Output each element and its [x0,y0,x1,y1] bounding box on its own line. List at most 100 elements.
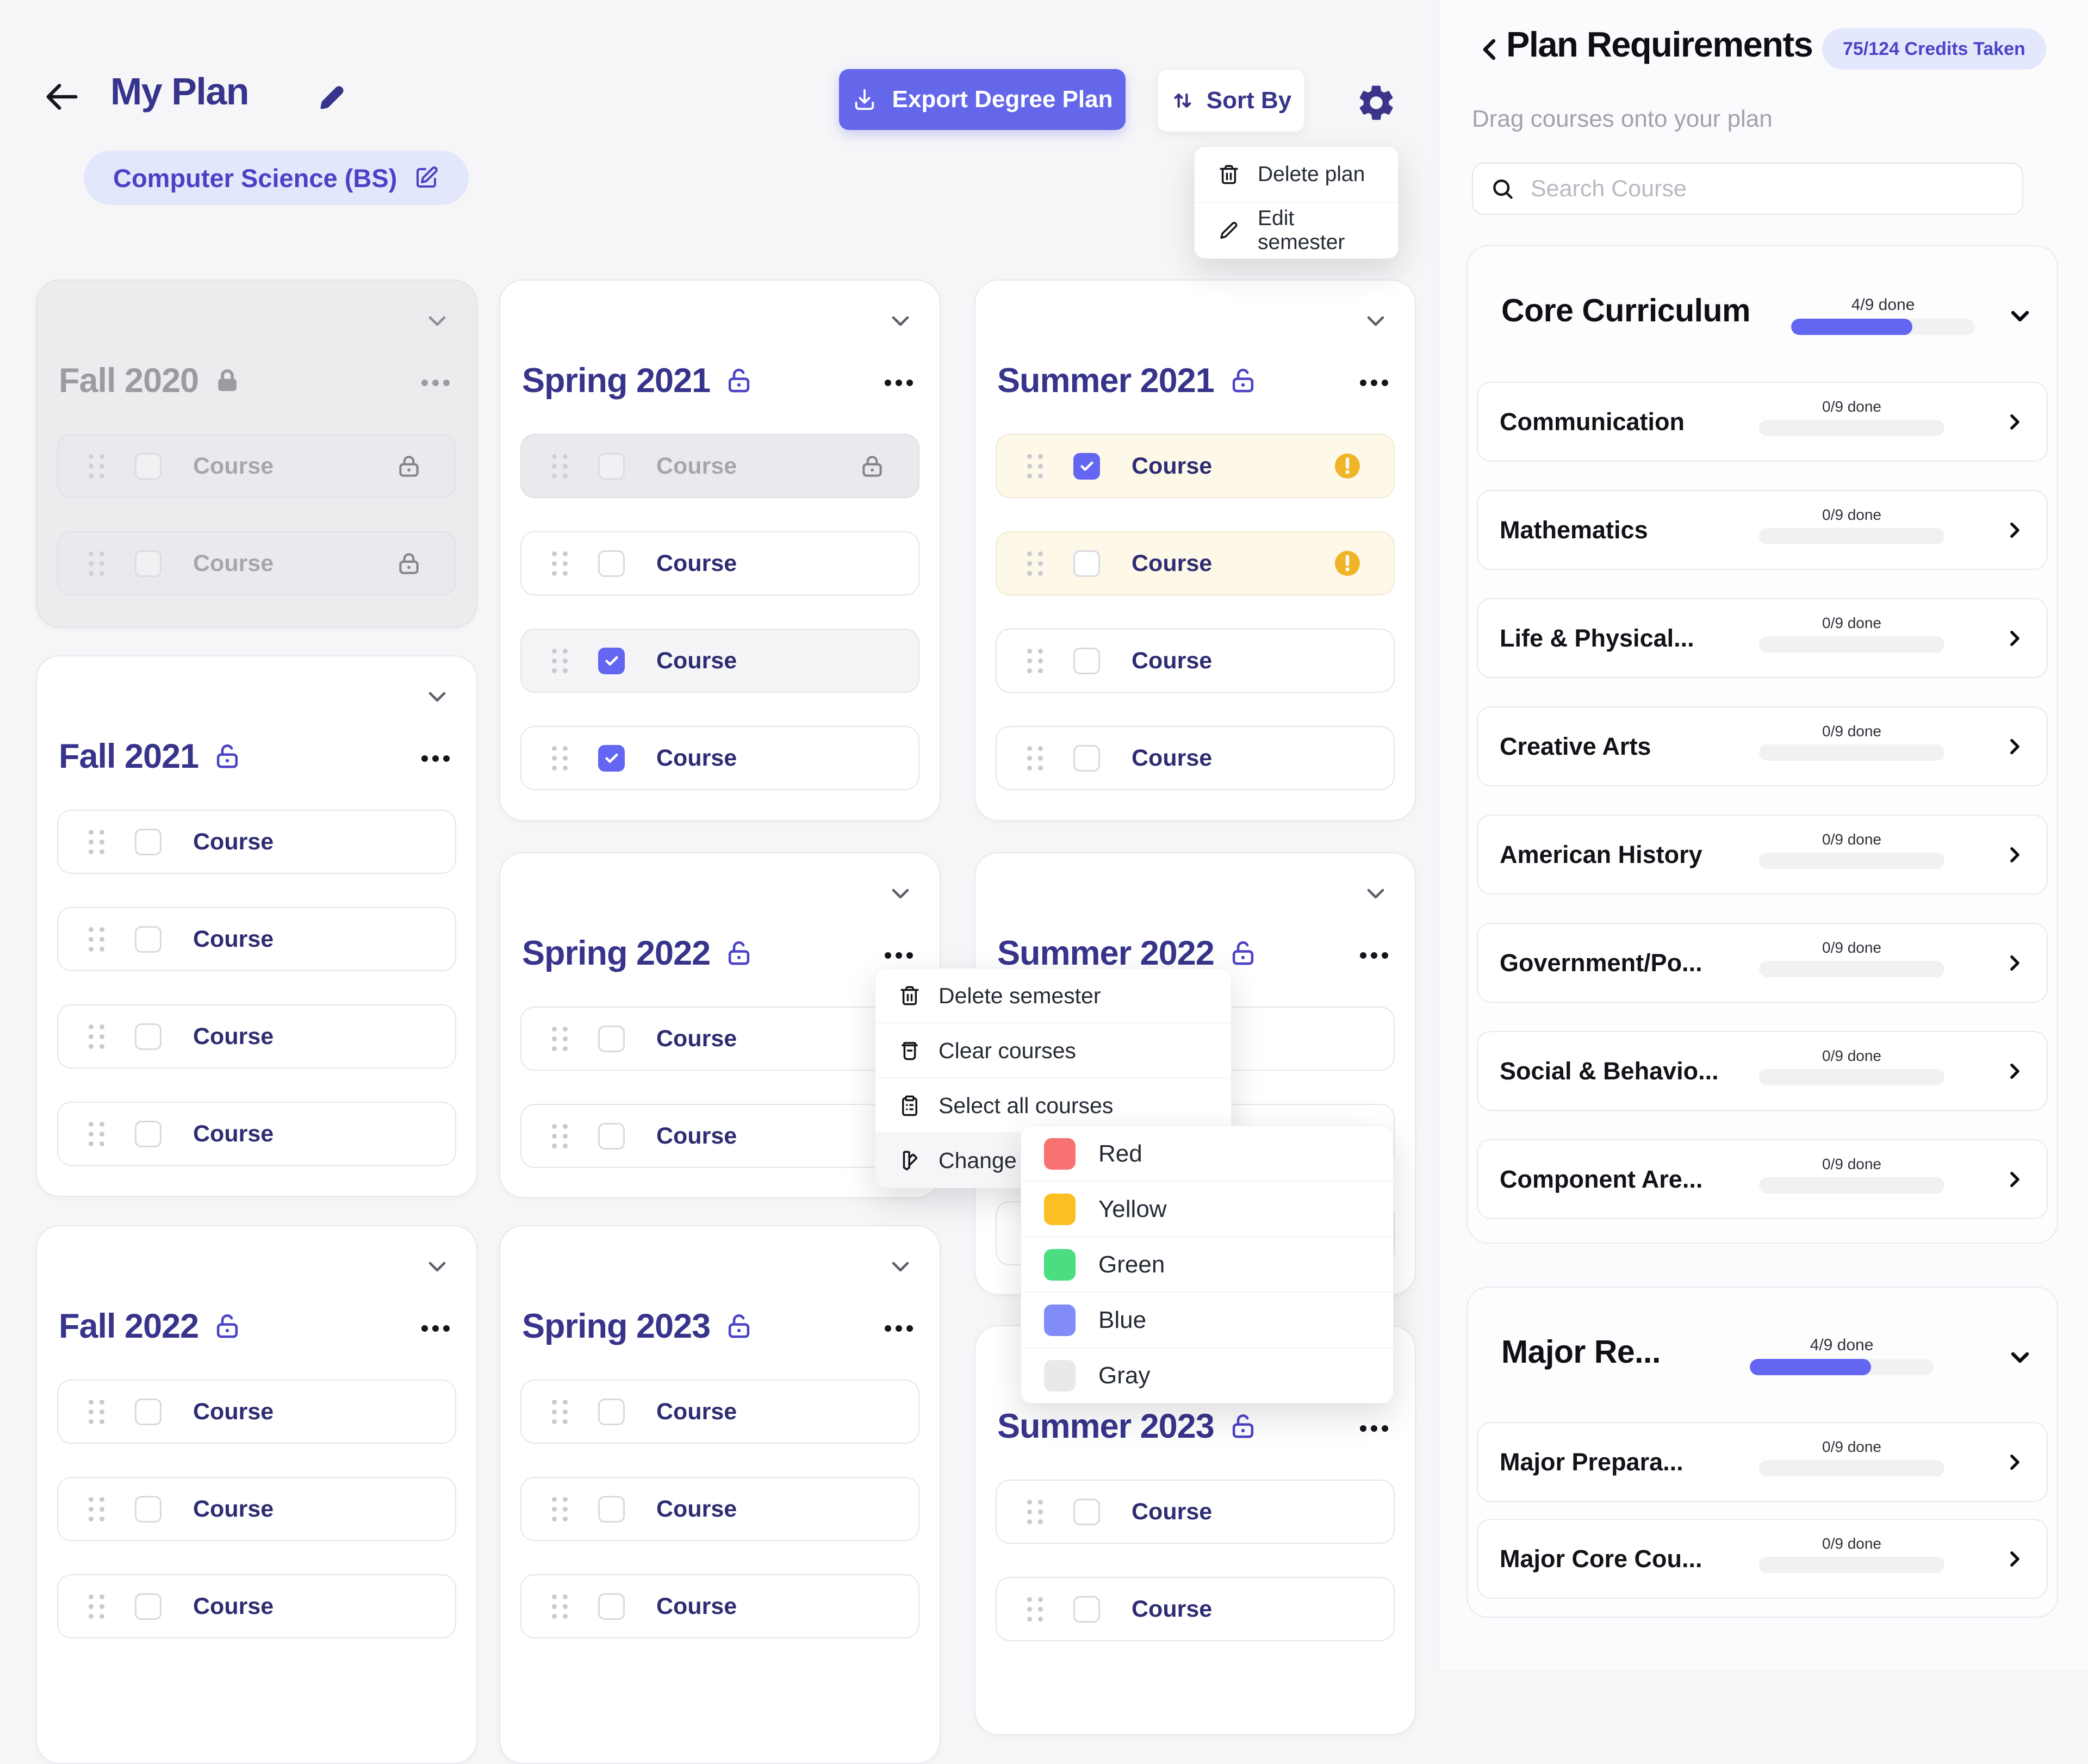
course-checkbox[interactable] [598,1593,625,1620]
drag-handle-icon[interactable] [552,648,568,673]
drag-handle-icon[interactable] [89,927,104,952]
chevron-down-icon[interactable] [887,1253,913,1279]
drag-handle-icon[interactable] [552,454,568,479]
drag-handle-icon[interactable] [1027,746,1043,771]
course-checkbox[interactable] [1073,1498,1100,1525]
lock-open-icon[interactable] [213,742,242,771]
course-checkbox[interactable] [598,1025,625,1052]
course-row[interactable]: Course [57,1574,456,1638]
requirement-item[interactable]: Government/Po... 0/9 done [1477,923,2048,1003]
semester-options-button[interactable] [882,1318,916,1339]
course-row[interactable]: Course [57,810,456,874]
color-option-blue[interactable]: Blue [1021,1292,1393,1347]
course-checkbox[interactable] [1073,1595,1100,1623]
drag-handle-icon[interactable] [89,1024,104,1049]
lock-open-icon[interactable] [1228,366,1258,395]
course-checkbox[interactable] [598,1122,625,1150]
drag-handle-icon[interactable] [552,1026,568,1051]
course-row[interactable]: Course [520,1380,919,1444]
course-row[interactable]: Course [57,907,456,971]
settings-gear-icon[interactable] [1355,82,1397,124]
course-row[interactable]: Course [57,434,456,498]
course-checkbox[interactable] [598,550,625,577]
lock-open-icon[interactable] [1228,939,1258,968]
course-row[interactable]: Course [57,531,456,595]
course-checkbox[interactable] [598,1495,625,1523]
color-option-yellow[interactable]: Yellow [1021,1181,1393,1237]
course-checkbox[interactable] [1073,744,1100,772]
lock-open-icon[interactable] [724,1312,754,1341]
drag-handle-icon[interactable] [89,1399,104,1424]
course-checkbox[interactable] [135,926,161,953]
semester-options-button[interactable] [1357,945,1391,966]
course-row[interactable]: Course [996,1480,1395,1544]
chevron-down-icon[interactable] [2007,303,2033,329]
drag-handle-icon[interactable] [552,1123,568,1148]
course-row[interactable]: Course [520,726,919,790]
lock-open-icon[interactable] [724,939,754,968]
course-checkbox[interactable] [135,828,161,855]
requirement-item[interactable]: Social & Behavio... 0/9 done [1477,1031,2048,1111]
course-row[interactable]: Course [520,1007,919,1071]
course-checkbox[interactable] [1073,647,1100,674]
semester-options-button[interactable] [1357,372,1391,394]
semester-options-button[interactable] [419,372,452,394]
drag-handle-icon[interactable] [89,1496,104,1521]
requirement-item[interactable]: Life & Physical... 0/9 done [1477,598,2048,678]
drag-handle-icon[interactable] [89,551,104,576]
course-row[interactable]: Course [520,531,919,595]
drag-handle-icon[interactable] [552,1399,568,1424]
menu-item-clear-courses[interactable]: Clear courses [875,1023,1231,1078]
lock-open-icon[interactable] [1228,1412,1258,1441]
program-badge[interactable]: Computer Science (BS) [84,151,469,205]
drag-handle-icon[interactable] [89,1121,104,1146]
course-row[interactable]: Course [996,531,1395,595]
course-row[interactable]: Course [520,1104,919,1168]
menu-item-edit-semester[interactable]: Edit semester [1195,202,1398,258]
semester-options-button[interactable] [419,748,452,769]
semester-options-button[interactable] [1357,1418,1391,1439]
sort-by-button[interactable]: Sort By [1157,69,1305,132]
course-checkbox[interactable] [598,647,625,674]
drag-handle-icon[interactable] [1027,1597,1043,1622]
chevron-down-icon[interactable] [424,1253,450,1279]
requirement-item[interactable]: Major Core Cou... 0/9 done [1477,1519,2048,1599]
course-search-box[interactable] [1472,163,2023,215]
drag-handle-icon[interactable] [552,1594,568,1619]
course-row[interactable]: Course [57,1004,456,1069]
drag-handle-icon[interactable] [1027,648,1043,673]
requirement-item[interactable]: Major Prepara... 0/9 done [1477,1422,2048,1502]
course-row[interactable]: Course [520,1477,919,1541]
requirement-item[interactable]: Mathematics 0/9 done [1477,490,2048,570]
chevron-down-icon[interactable] [2007,1344,2033,1370]
color-option-red[interactable]: Red [1021,1126,1393,1181]
semester-options-button[interactable] [419,1318,452,1339]
chevron-down-icon[interactable] [1363,308,1389,334]
edit-plan-name-icon[interactable] [318,83,347,112]
chevron-down-icon[interactable] [1363,880,1389,906]
course-checkbox[interactable] [135,1120,161,1147]
course-row[interactable]: Course [996,1577,1395,1641]
lock-open-icon[interactable] [724,366,754,395]
drag-handle-icon[interactable] [1027,1499,1043,1524]
course-row[interactable]: Course [57,1477,456,1541]
course-checkbox[interactable] [598,1398,625,1425]
course-checkbox[interactable] [1073,452,1100,480]
drag-handle-icon[interactable] [552,1496,568,1521]
course-checkbox[interactable] [1073,550,1100,577]
course-checkbox[interactable] [598,452,625,480]
course-checkbox[interactable] [135,1398,161,1425]
back-arrow-icon[interactable] [40,76,84,117]
course-row[interactable]: Course [57,1380,456,1444]
requirement-item[interactable]: Component Are... 0/9 done [1477,1139,2048,1219]
requirement-item[interactable]: Communication 0/9 done [1477,382,2048,462]
export-degree-plan-button[interactable]: Export Degree Plan [839,69,1126,130]
lock-open-icon[interactable] [213,1312,242,1341]
drag-handle-icon[interactable] [89,1594,104,1619]
course-row[interactable]: Course [57,1102,456,1166]
course-checkbox[interactable] [135,452,161,480]
course-checkbox[interactable] [598,744,625,772]
requirement-item[interactable]: Creative Arts 0/9 done [1477,706,2048,786]
chevron-down-icon[interactable] [424,684,450,710]
course-row[interactable]: Course [520,434,919,498]
